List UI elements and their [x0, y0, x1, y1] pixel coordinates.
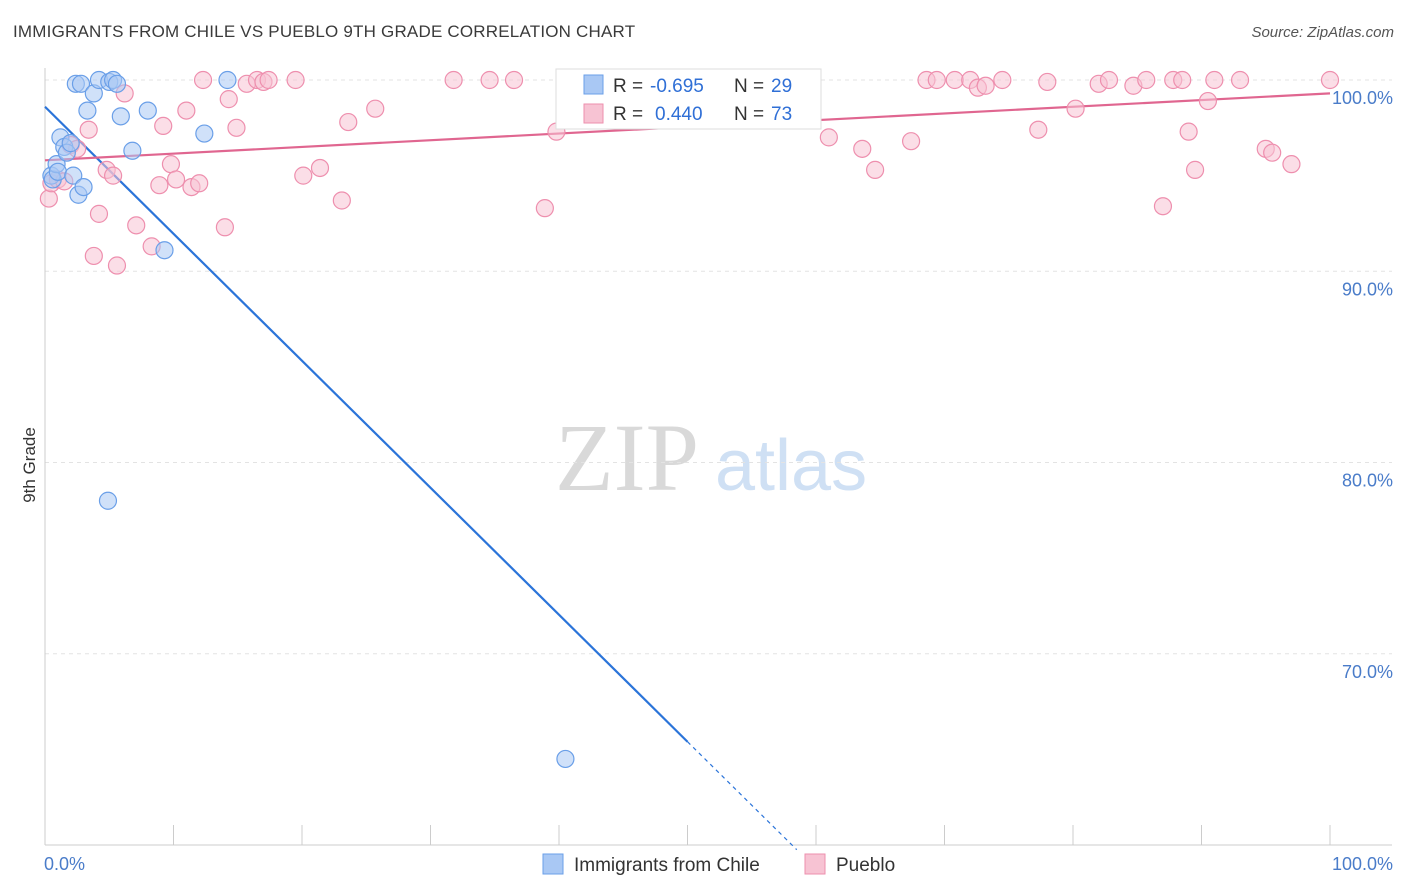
- data-point-pueblo: [161, 155, 181, 174]
- x-tick-label-max: 100.0%: [1332, 854, 1393, 874]
- stats-n-label-chile: N =: [734, 76, 764, 97]
- y-tick-label: 70.0%: [1342, 662, 1393, 682]
- data-point-pueblo: [294, 166, 313, 185]
- data-point-chile: [111, 107, 130, 126]
- watermark-zip: ZIP: [555, 404, 699, 511]
- legend-label-chile: Immigrants from Chile: [574, 855, 760, 876]
- stats-r-label-pueblo: R =: [613, 104, 643, 125]
- data-point-pueblo: [107, 256, 127, 275]
- data-point-pueblo: [927, 70, 946, 90]
- data-point-pueblo: [1038, 72, 1057, 92]
- data-point-pueblo: [79, 120, 98, 139]
- data-point-pueblo: [190, 174, 209, 193]
- stats-swatch-chile: [583, 74, 604, 95]
- stats-n-value-pueblo: 73: [771, 104, 792, 125]
- legend-swatch-chile: [542, 853, 564, 875]
- x-tick-label-min: 0.0%: [44, 854, 85, 874]
- data-point-pueblo: [166, 170, 186, 189]
- data-point-pueblo: [819, 128, 838, 147]
- data-point-pueblo: [339, 112, 358, 132]
- data-point-pueblo: [84, 246, 103, 266]
- data-point-pueblo: [976, 76, 995, 95]
- y-tick-label: 90.0%: [1342, 279, 1393, 299]
- data-point-chile: [123, 141, 142, 160]
- data-point-pueblo: [259, 70, 278, 90]
- data-point-pueblo: [1153, 197, 1173, 216]
- data-point-chile: [556, 749, 575, 769]
- trend-line-extension-0: [687, 741, 798, 851]
- y-tick-label: 100.0%: [1332, 88, 1393, 108]
- stats-swatch-pueblo: [583, 103, 604, 124]
- y-tick-label: 80.0%: [1342, 471, 1393, 491]
- trend-line-0: [44, 105, 689, 743]
- data-point-pueblo: [535, 199, 554, 218]
- data-point-pueblo: [286, 70, 305, 90]
- stats-r-label-chile: R =: [613, 76, 643, 97]
- data-point-pueblo: [504, 70, 524, 90]
- data-point-pueblo: [1198, 91, 1218, 111]
- chart-title: IMMIGRANTS FROM CHILE VS PUEBLO 9TH GRAD…: [13, 22, 636, 41]
- data-point-pueblo: [480, 70, 499, 90]
- legend-label-pueblo: Pueblo: [836, 855, 895, 876]
- stats-r-value-chile: -0.695: [650, 76, 704, 97]
- data-point-pueblo: [1282, 155, 1301, 174]
- data-point-pueblo: [1230, 70, 1250, 90]
- data-point-pueblo: [1137, 70, 1156, 90]
- stats-r-value-pueblo: 0.440: [655, 104, 703, 125]
- data-point-pueblo: [1205, 70, 1224, 90]
- data-point-pueblo: [945, 70, 964, 90]
- watermark-atlas: atlas: [715, 426, 867, 506]
- stats-legend: R = -0.695 N = 29 R = 0.440 N = 73: [555, 68, 822, 130]
- data-point-chile: [195, 124, 214, 143]
- data-point-pueblo: [193, 70, 213, 90]
- legend-swatch-pueblo: [804, 853, 826, 875]
- data-point-pueblo: [39, 189, 58, 208]
- data-point-chile: [71, 74, 91, 93]
- data-point-pueblo: [154, 116, 173, 136]
- y-axis-title: 9th Grade: [20, 427, 39, 503]
- data-point-pueblo: [1099, 70, 1119, 90]
- stats-n-value-chile: 29: [771, 76, 792, 97]
- data-point-pueblo: [104, 166, 123, 185]
- source-credit: Source: ZipAtlas.com: [1251, 24, 1394, 41]
- data-point-pueblo: [310, 158, 330, 178]
- data-point-pueblo: [1263, 143, 1282, 162]
- data-point-pueblo: [1066, 99, 1085, 118]
- axes: 70.0% 80.0% 90.0% 100.0%: [44, 68, 1393, 846]
- data-point-chile: [74, 178, 93, 197]
- data-point-pueblo: [1173, 70, 1192, 90]
- data-point-pueblo: [227, 118, 246, 137]
- data-point-pueblo: [150, 176, 169, 195]
- data-point-pueblo: [219, 90, 238, 109]
- data-point-chile: [48, 162, 67, 181]
- data-point-pueblo: [127, 216, 146, 235]
- data-point-chile: [155, 241, 174, 260]
- data-point-chile: [107, 74, 127, 93]
- data-point-pueblo: [366, 99, 385, 118]
- data-point-pueblo: [853, 139, 872, 158]
- data-point-pueblo: [177, 101, 196, 120]
- data-point-pueblo: [89, 204, 109, 223]
- data-point-pueblo: [1179, 122, 1198, 141]
- data-point-pueblo: [215, 218, 234, 237]
- data-point-chile: [61, 134, 80, 153]
- data-point-pueblo: [1029, 120, 1048, 139]
- bottom-legend: Immigrants from Chile Pueblo: [542, 853, 895, 876]
- data-point-chile: [78, 101, 97, 120]
- data-point-chile: [138, 101, 157, 120]
- data-point-pueblo: [993, 70, 1012, 90]
- data-point-pueblo: [1185, 160, 1205, 179]
- data-point-pueblo: [866, 160, 885, 179]
- data-point-pueblo: [444, 70, 463, 90]
- data-point-pueblo: [332, 191, 351, 210]
- data-point-chile: [98, 491, 118, 510]
- data-point-pueblo: [901, 132, 921, 151]
- data-point-chile: [218, 70, 237, 90]
- data-point-pueblo: [1320, 70, 1340, 90]
- stats-n-label-pueblo: N =: [734, 104, 764, 125]
- data-points: [39, 70, 1340, 769]
- data-point-chile: [64, 166, 83, 185]
